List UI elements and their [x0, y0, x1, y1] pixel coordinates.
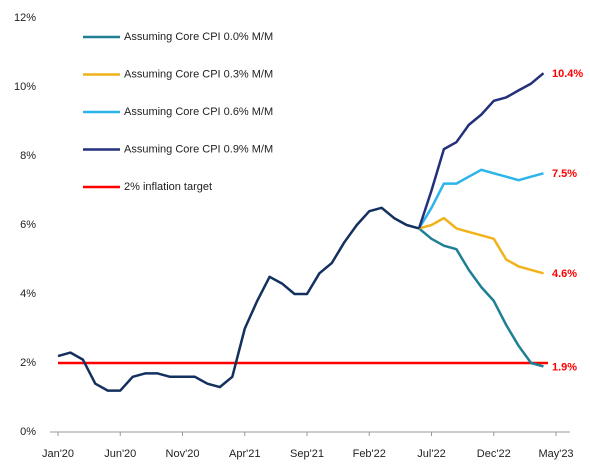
y-tick-label: 12% [14, 12, 36, 24]
x-tick-label: Feb'22 [353, 448, 386, 460]
x-tick-label: Jan'20 [42, 448, 74, 460]
legend-label: Assuming Core CPI 0.0% M/M [124, 31, 273, 43]
legend-label: 2% inflation target [124, 181, 212, 193]
series-line [417, 168, 544, 230]
x-tick-label: Nov'20 [166, 448, 200, 460]
y-tick-label: 0% [20, 426, 36, 438]
y-tick-label: 2% [20, 357, 36, 369]
x-tick-label: May'23 [538, 448, 573, 460]
y-tick-label: 10% [14, 81, 36, 93]
x-tick-label: Apr'21 [229, 448, 260, 460]
series-line [57, 206, 420, 392]
series-line [417, 72, 545, 229]
legend-label: Assuming Core CPI 0.6% M/M [124, 106, 273, 118]
value-label: 7.5% [552, 168, 577, 180]
x-tick-label: Dec'22 [477, 448, 511, 460]
value-label: 1.9% [552, 361, 577, 373]
y-tick-label: 8% [20, 150, 36, 162]
legend-label: Assuming Core CPI 0.3% M/M [124, 68, 273, 80]
value-label: 4.6% [552, 268, 577, 280]
x-tick-label: Jun'20 [104, 448, 136, 460]
y-tick-label: 4% [20, 288, 36, 300]
legend-label: Assuming Core CPI 0.9% M/M [124, 143, 273, 155]
series-line [418, 216, 544, 275]
x-tick-label: Jul'22 [417, 448, 445, 460]
value-label: 10.4% [552, 68, 583, 80]
x-tick-label: Sep'21 [290, 448, 324, 460]
y-tick-label: 6% [20, 219, 36, 231]
series-line [418, 227, 544, 368]
